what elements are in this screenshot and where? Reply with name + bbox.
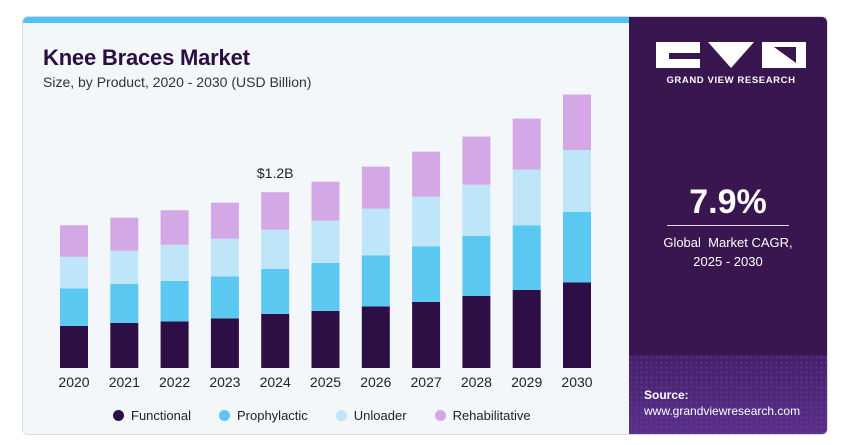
cagr-value: 7.9% (689, 183, 767, 221)
legend-swatch (218, 409, 230, 421)
data-label-annotation: $1.2B (257, 165, 294, 181)
bar-segment-rehabilitative-2023 (210, 202, 239, 239)
x-tick-label: 2027 (411, 374, 442, 390)
legend-item-prophylactic: Prophylactic (218, 407, 308, 423)
bar-segment-rehabilitative-2025 (311, 181, 340, 221)
legend-item-rehabilitative: Rehabilitative (434, 407, 531, 423)
source-band (629, 355, 827, 434)
legend-label: Functional (131, 407, 191, 423)
legend-label: Unloader (353, 407, 407, 423)
bar-segment-prophylactic-2027 (412, 246, 441, 302)
bar-segment-rehabilitative-2028 (462, 136, 491, 185)
x-tick-label: 2030 (561, 374, 592, 390)
logo-mark-icon (656, 42, 806, 68)
bar-segment-unloader-2021 (110, 250, 139, 284)
chart-area: Knee Braces Market Size, by Product, 202… (23, 23, 629, 434)
x-tick-label: 2021 (109, 374, 140, 390)
bar-segment-functional-2026 (361, 306, 390, 368)
brand-name: GRAND VIEW RESEARCH (666, 75, 796, 86)
legend-item-unloader: Unloader (335, 407, 407, 423)
bar-segment-prophylactic-2021 (110, 283, 139, 323)
bar-segment-functional-2028 (462, 295, 491, 368)
bar-segment-unloader-2026 (361, 208, 390, 256)
source-label: Source: (644, 388, 689, 402)
bar-segment-prophylactic-2028 (462, 235, 491, 296)
accent-bar (23, 17, 629, 23)
x-tick-label: 2026 (360, 374, 391, 390)
bar-segment-prophylactic-2020 (60, 288, 88, 326)
bar-segment-rehabilitative-2022 (160, 210, 189, 245)
bar-segment-unloader-2030 (563, 150, 591, 212)
bar-segment-functional-2029 (512, 289, 541, 368)
stacked-bar-chart: 2020 2021 2022 2023 2024 $1.2B 2025 2026 2027 202… (58, 94, 593, 390)
x-tick-label: 2023 (209, 374, 240, 390)
bar-segment-functional-2021 (110, 322, 139, 368)
bar-segment-rehabilitative-2026 (361, 166, 390, 209)
chart-title: Knee Braces Market (43, 45, 250, 70)
bar-segment-unloader-2028 (462, 184, 491, 236)
bar-segment-prophylactic-2024 (261, 268, 290, 314)
bar-segment-functional-2030 (563, 282, 591, 368)
bar-segment-prophylactic-2030 (563, 211, 591, 283)
bar-segment-functional-2025 (311, 310, 340, 368)
cagr-label-line1: Global Market CAGR, (663, 235, 793, 250)
x-tick-label: 2020 (58, 374, 89, 390)
bar-segment-unloader-2022 (160, 244, 189, 281)
x-tick-label: 2028 (461, 374, 492, 390)
cagr-label: Global Market CAGR, 2025 - 2030 (629, 233, 827, 271)
bar-segment-unloader-2029 (512, 169, 541, 226)
report-card: Knee Braces Market Size, by Product, 202… (22, 16, 828, 435)
bar-segment-rehabilitative-2021 (110, 217, 139, 251)
bar-segment-prophylactic-2025 (311, 262, 340, 311)
bar-segment-unloader-2027 (412, 196, 441, 247)
bar-segment-unloader-2025 (311, 220, 340, 263)
bar-segment-unloader-2024 (261, 229, 290, 269)
x-tick-label: 2024 (260, 374, 291, 390)
bar-segment-unloader-2023 (210, 238, 239, 277)
legend-item-functional: Functional (113, 408, 191, 423)
bar-segment-rehabilitative-2030 (563, 94, 591, 151)
bar-segment-rehabilitative-2029 (512, 118, 541, 170)
chart-subtitle: Size, by Product, 2020 - 2030 (USD Billi… (43, 74, 312, 90)
bar-segment-prophylactic-2023 (210, 276, 239, 319)
bar-segment-unloader-2020 (60, 256, 88, 289)
legend-swatch (434, 409, 446, 421)
bar-segment-functional-2023 (210, 318, 239, 368)
legend-swatch (335, 409, 347, 421)
x-tick-label: 2022 (159, 374, 190, 390)
legend-swatch (113, 409, 124, 421)
bar-segment-rehabilitative-2020 (60, 225, 88, 257)
x-tick-label: 2029 (511, 374, 542, 390)
side-panel: GRAND VIEW RESEARCH 7.9% Global Market C… (629, 17, 827, 434)
legend-label: Rehabilitative (452, 407, 531, 423)
bar-segment-rehabilitative-2027 (412, 151, 441, 197)
divider (667, 225, 789, 226)
brand-logo: GRAND VIEW RESEARCH (656, 42, 806, 102)
legend-label: Prophylactic (236, 407, 308, 423)
bar-segment-functional-2024 (261, 313, 290, 368)
bar-segment-functional-2020 (60, 325, 88, 368)
source-link[interactable]: www.grandviewresearch.com (644, 404, 801, 418)
cagr-label-line2: 2025 - 2030 (693, 254, 763, 269)
bar-segment-functional-2022 (160, 321, 189, 368)
bar-segment-functional-2027 (412, 301, 441, 368)
bar-segment-rehabilitative-2024 (261, 192, 290, 230)
bar-segment-prophylactic-2022 (160, 280, 189, 322)
bar-segment-prophylactic-2029 (512, 225, 541, 290)
bar-segment-prophylactic-2026 (361, 255, 390, 307)
chart-legend: Functional Prophylactic Unloader Rehabilita… (113, 406, 531, 424)
x-tick-label: 2025 (310, 374, 341, 390)
